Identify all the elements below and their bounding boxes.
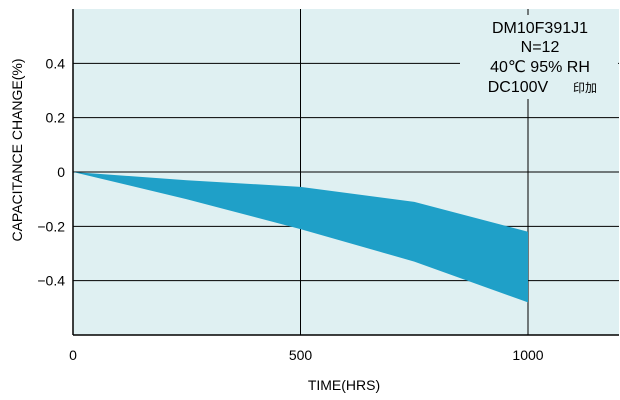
annotation-conditions: 40℃ 95% RH (490, 59, 590, 76)
x-axis-title: TIME(HRS) (308, 377, 380, 393)
annotation-sample-count: N=12 (521, 39, 560, 56)
y-tick-label-0.2: 0.2 (46, 110, 66, 126)
y-tick-label-0.4: 0.4 (46, 55, 66, 71)
annotation-applied: 印加 (573, 81, 597, 95)
y-tick-label-neg-0.4: −0.4 (37, 273, 65, 289)
x-tick-label-500: 500 (289, 347, 313, 363)
capacitance-change-band (73, 172, 528, 303)
plot-frame (72, 9, 619, 336)
annotation-background (460, 15, 618, 99)
annotation-model: DM10F391J1 (492, 20, 588, 37)
x-tick-label-0: 0 (69, 347, 77, 363)
x-tick-label-1000: 1000 (512, 347, 543, 363)
annotation-voltage: DC100V (488, 79, 549, 96)
y-axis-title: CAPACITANCE CHANGE(%) (9, 58, 25, 241)
y-tick-label-neg-0.2: −0.2 (37, 218, 65, 234)
y-tick-label-0: 0 (57, 164, 65, 180)
